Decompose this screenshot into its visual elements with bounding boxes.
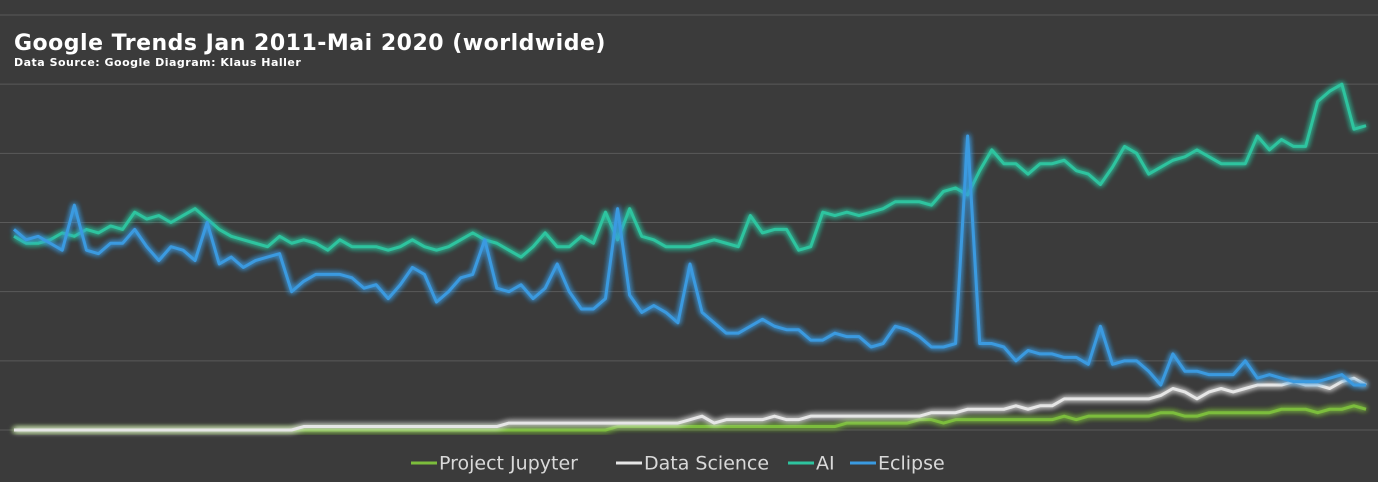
chart-title: Google Trends Jan 2011-Mai 2020 (worldwi… [14, 31, 606, 56]
line-series [13, 134, 1366, 387]
legend-label: Eclipse [878, 453, 945, 475]
chart-subtitle: Data Source: Google Diagram: Klaus Halle… [14, 56, 301, 69]
line-series [14, 376, 1367, 432]
legend: Project Jupyter Data Science AI Eclipse [411, 453, 945, 475]
line-series [13, 82, 1367, 259]
legend-label: Project Jupyter [439, 453, 578, 475]
legend-label: Data Science [644, 453, 769, 475]
legend-label: AI [816, 453, 835, 475]
